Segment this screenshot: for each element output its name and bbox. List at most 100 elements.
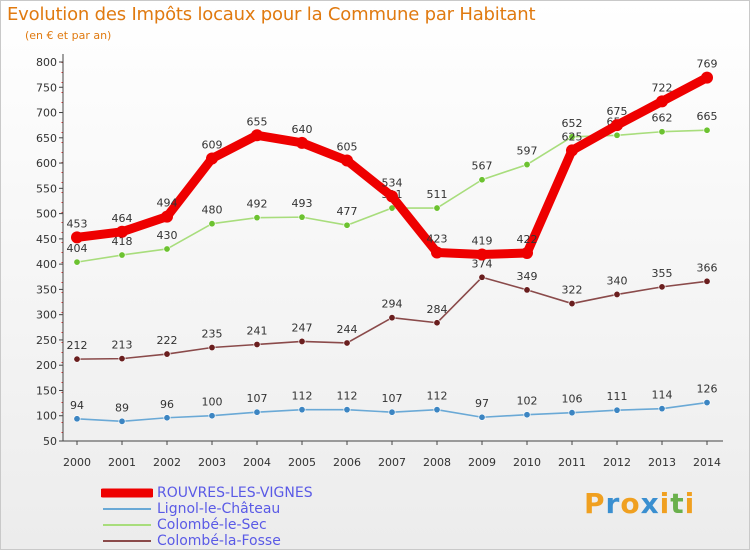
y-tick-label: 800 (36, 56, 57, 69)
data-label: 493 (292, 197, 313, 210)
data-point (253, 214, 261, 222)
logo-letter: r (605, 487, 621, 520)
data-point (343, 406, 351, 414)
y-tick-label: 550 (36, 182, 57, 195)
x-tick-label: 2013 (648, 456, 676, 469)
data-label: 349 (517, 270, 538, 283)
data-point (388, 204, 396, 212)
data-label: 492 (247, 198, 268, 211)
x-tick-label: 2009 (468, 456, 496, 469)
data-point (73, 415, 81, 423)
data-point (568, 409, 576, 417)
y-tick-label: 100 (36, 410, 57, 423)
data-point (341, 154, 353, 167)
x-tick-label: 2001 (108, 456, 136, 469)
series-layer: 4044184304804924934775115115675976526556… (67, 58, 718, 425)
data-point (433, 319, 441, 327)
data-label: 114 (652, 389, 673, 402)
chart-subtitle: (en € et par an) (25, 29, 112, 42)
data-point (523, 161, 531, 169)
data-label: 100 (202, 396, 223, 409)
data-label: 404 (67, 242, 88, 255)
data-label: 609 (202, 139, 223, 152)
x-tick-label: 2002 (153, 456, 181, 469)
data-point (521, 247, 533, 260)
x-tick-label: 2007 (378, 456, 406, 469)
data-point (298, 406, 306, 414)
data-point (478, 413, 486, 421)
data-point (253, 408, 261, 416)
data-point (296, 136, 308, 149)
data-point (658, 283, 666, 291)
data-label: 675 (607, 105, 628, 118)
logo-letter: P (584, 487, 606, 520)
data-label: 89 (115, 401, 129, 414)
data-label: 366 (697, 261, 718, 274)
legend-item: Lignol-le-Château (101, 501, 313, 517)
proxiti-logo: Proxiti (584, 487, 695, 520)
data-label: 284 (427, 303, 448, 316)
legend-label: Colombé-le-Sec (157, 517, 267, 533)
data-point (611, 119, 623, 132)
data-label: 126 (697, 383, 718, 396)
data-label: 340 (607, 274, 628, 287)
data-label: 419 (472, 235, 493, 248)
x-tick-label: 2004 (243, 456, 271, 469)
data-label: 477 (337, 205, 358, 218)
y-tick-label: 150 (36, 384, 57, 397)
data-point (118, 417, 126, 425)
data-point (208, 412, 216, 420)
data-label: 247 (292, 321, 313, 334)
data-label: 511 (427, 188, 448, 201)
data-label: 422 (517, 233, 538, 246)
data-label: 640 (292, 123, 313, 136)
y-tick-label: 500 (36, 208, 57, 221)
data-point (703, 277, 711, 285)
data-point (118, 355, 126, 363)
legend-item: Colombé-la-Fosse (101, 533, 313, 549)
logo-letter: i (684, 487, 696, 520)
axes: 50 100 150 200 250 300 350 400 450 500 550 600 650 70… (36, 54, 723, 469)
data-point (658, 405, 666, 413)
data-label: 567 (472, 160, 493, 173)
data-point (73, 355, 81, 363)
data-label: 418 (112, 235, 133, 248)
data-point (523, 411, 531, 419)
data-label: 244 (337, 323, 358, 336)
data-point (343, 339, 351, 347)
data-point (701, 71, 713, 84)
data-point (431, 246, 443, 259)
legend-swatch (103, 524, 151, 526)
data-label: 222 (157, 334, 178, 347)
y-tick-label: 300 (36, 309, 57, 322)
y-tick-label: 450 (36, 233, 57, 246)
data-label: 769 (697, 58, 718, 71)
data-point (523, 286, 531, 294)
data-label: 102 (517, 395, 538, 408)
data-point (613, 131, 621, 139)
data-point (386, 190, 398, 203)
data-point (478, 176, 486, 184)
data-label: 464 (112, 212, 133, 225)
data-point (703, 126, 711, 134)
data-point (433, 204, 441, 212)
legend-item: ROUVRES-LES-VIGNES (101, 485, 313, 501)
data-point (208, 344, 216, 352)
series-rouvres-les-vignes: 453 464 494 609 655 640 605 534 423 419 422 625 675 7… (67, 58, 718, 261)
data-point (298, 337, 306, 345)
data-point (656, 95, 668, 108)
y-tick-label: 400 (36, 258, 57, 271)
y-tick-label: 650 (36, 132, 57, 145)
data-label: 107 (382, 392, 403, 405)
data-label: 212 (67, 339, 88, 352)
logo-letter: i (659, 487, 671, 520)
data-point (163, 414, 171, 422)
data-label: 605 (337, 141, 358, 154)
data-point (613, 406, 621, 414)
data-label: 96 (160, 398, 174, 411)
x-tick-label: 2003 (198, 456, 226, 469)
x-tick-label: 2000 (63, 456, 91, 469)
data-label: 430 (157, 229, 178, 242)
data-point (388, 314, 396, 322)
